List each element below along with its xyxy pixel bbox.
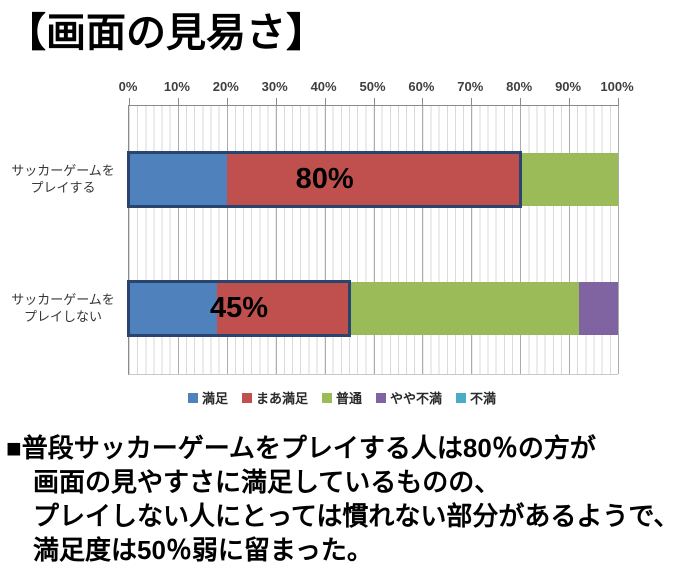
major-gridline [226, 106, 228, 374]
legend-swatch [321, 392, 332, 403]
axis-tick-mark [129, 98, 130, 106]
axis-tick-mark [618, 98, 619, 106]
bar-row: 45% [127, 280, 618, 337]
category-label-line: プレイする [30, 179, 96, 195]
highlight-box: 80% [127, 151, 523, 208]
x-axis-tick-label: 20% [212, 79, 239, 94]
axis-tick-mark [226, 98, 228, 106]
category-label-line: プレイしない [23, 308, 102, 324]
legend-label: まあ満足 [255, 391, 308, 406]
legend-swatch [241, 392, 252, 403]
major-gridline [520, 106, 522, 374]
note-line: 満足度は50％弱に留まった。 [33, 535, 373, 565]
axis-tick-mark [373, 98, 375, 106]
plot-area: 80% 45% [127, 98, 619, 375]
axis-tick-mark [471, 98, 473, 106]
legend-label: やや不満 [390, 391, 443, 406]
note-line: ■普段サッカーゲームをプレイする人は80％の方が [6, 433, 596, 463]
bar-segment-まあ満足 [226, 153, 521, 206]
category-label: サッカーゲームを プレイしない [2, 281, 124, 334]
axis-tick-mark [177, 98, 179, 106]
x-axis-tick-label: 80% [506, 79, 533, 94]
note-line: 画面の見やすさに満足しているものの、 [33, 467, 501, 497]
legend-label: 満足 [201, 391, 228, 406]
category-label-line: サッカーゲームを [11, 162, 115, 178]
major-gridline [275, 106, 277, 374]
bar-segment-普通 [520, 153, 618, 206]
legend-item-やや不満: やや不満 [376, 388, 442, 407]
legend: 満足 まあ満足 普通 やや不満 不満 [0, 388, 684, 407]
axis-tick-mark [422, 98, 424, 106]
legend-item-満足: 満足 [187, 388, 228, 407]
major-gridline [569, 106, 571, 374]
legend-swatch [456, 392, 467, 403]
axis-tick-mark [520, 98, 522, 106]
x-axis-tick-label: 60% [408, 79, 435, 94]
major-gridline [422, 106, 424, 374]
legend-item-まあ満足: まあ満足 [241, 388, 308, 407]
axis-tick-mark [324, 98, 326, 106]
bar-segment-満足 [129, 282, 218, 335]
bar-value-label: 45% [210, 292, 269, 324]
x-axis-tick-label: 0% [118, 79, 138, 94]
legend-item-普通: 普通 [321, 388, 362, 407]
x-axis-tick-label: 100% [600, 79, 634, 94]
bar-segment-普通 [349, 282, 579, 335]
x-axis-tick-label: 10% [163, 79, 190, 94]
x-axis-tick-label: 40% [310, 79, 337, 94]
bar-value-label: 80% [295, 163, 354, 195]
page-title: 【画面の見易さ】 [6, 11, 326, 55]
major-gridline [618, 106, 619, 374]
legend-label: 不満 [470, 391, 497, 406]
axis-tick-mark [569, 98, 571, 106]
x-axis-tick-label: 70% [457, 79, 484, 94]
bar-segment-やや不満 [578, 282, 618, 335]
category-label-line: サッカーゲームを [11, 291, 115, 307]
x-axis-tick-label: 30% [261, 79, 288, 94]
x-axis-tick-label: 50% [359, 79, 386, 94]
note-block: ■普段サッカーゲームをプレイする人は80％の方が画面の見やすさに満足しているもの… [6, 431, 682, 567]
legend-label: 普通 [335, 391, 362, 406]
axis-tick-mark [275, 98, 277, 106]
x-axis-tick-label: 90% [555, 79, 582, 94]
highlight-box: 45% [127, 280, 352, 337]
legend-swatch [376, 392, 386, 403]
bar-segment-満足 [129, 153, 227, 206]
legend-swatch [187, 392, 198, 403]
category-label: サッカーゲームを プレイする [2, 152, 124, 205]
note-line: プレイしない人にとっては慣れない部分があるようで、 [33, 501, 680, 531]
major-gridline [471, 106, 473, 374]
bar-row: 80% [127, 151, 618, 208]
bar-segment-まあ満足 [217, 282, 350, 335]
legend-item-不満: 不満 [456, 388, 496, 407]
major-gridline [324, 106, 326, 374]
major-gridline [373, 106, 375, 374]
major-gridline [177, 106, 179, 374]
